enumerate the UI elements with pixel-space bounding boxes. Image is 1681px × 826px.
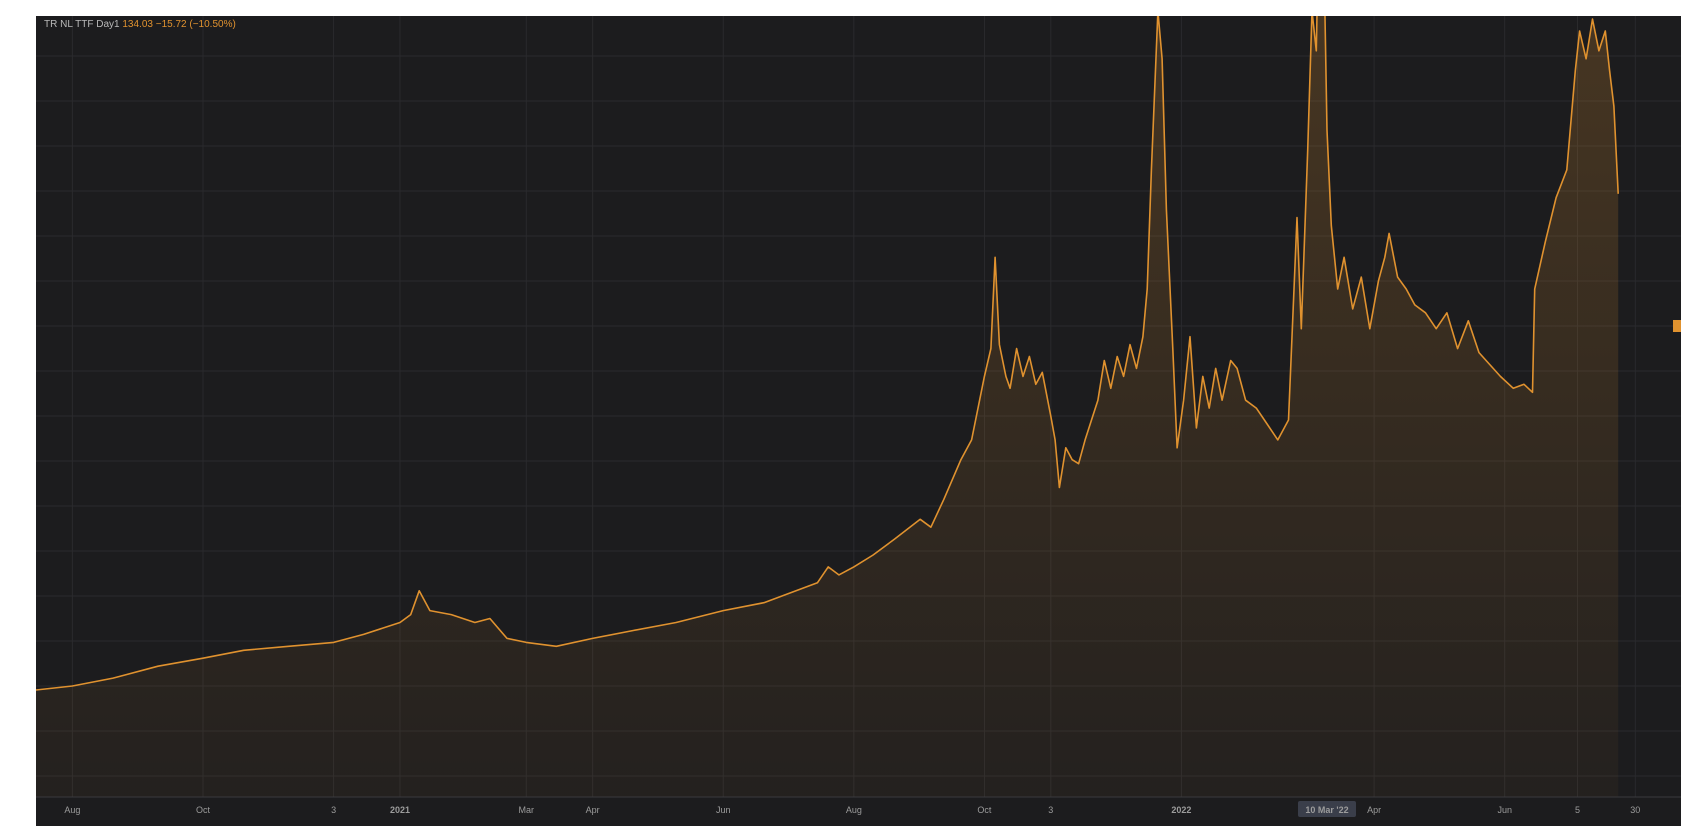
x-tick-label: 2022	[1171, 805, 1191, 815]
x-tick-label: Jun	[716, 805, 731, 815]
x-tick-label: Oct	[977, 805, 992, 815]
price-series-line	[36, 16, 1619, 691]
crosshair-label-text: 10 Mar '22	[1305, 805, 1348, 815]
x-tick-label: 5	[1575, 805, 1580, 815]
x-tick-label: 3	[1048, 805, 1053, 815]
last-price-marker	[1673, 320, 1681, 332]
x-tick-label: 3	[331, 805, 336, 815]
price-chart[interactable]: Aug Oct 3 2021 Mar Apr Jun Aug Oct 3 2022 Apr Jun 5 30…	[36, 16, 1681, 826]
x-tick-label: Apr	[1367, 805, 1381, 815]
x-tick-label: Aug	[64, 805, 80, 815]
x-tick-label: 30	[1630, 805, 1640, 815]
price-change: −15.72 (−10.50%)	[155, 19, 236, 30]
x-tick-label: Mar	[519, 805, 535, 815]
x-tick-label: Jun	[1497, 805, 1512, 815]
x-tick-label: Apr	[586, 805, 600, 815]
instrument-legend: TR NL TTF Day1 134.03 −15.72 (−10.50%)	[44, 18, 236, 32]
instrument-name: TR NL TTF Day1	[44, 19, 120, 30]
x-tick-label: 2021	[390, 805, 410, 815]
x-tick-label: Oct	[196, 805, 211, 815]
crosshair-label-box	[1297, 801, 1356, 817]
price-area-fill	[36, 16, 1619, 797]
x-axis-ticks: Aug Oct 3 2021 Mar Apr Jun Aug Oct 3 2022 Apr Jun 5 30	[64, 805, 1640, 815]
crosshair-date-label: 10 Mar '22	[1297, 801, 1356, 817]
chart-frame: Aug Oct 3 2021 Mar Apr Jun Aug Oct 3 2022 Apr Jun 5 30…	[36, 16, 1681, 826]
x-tick-label: Aug	[846, 805, 862, 815]
last-price: 134.03	[122, 19, 153, 30]
